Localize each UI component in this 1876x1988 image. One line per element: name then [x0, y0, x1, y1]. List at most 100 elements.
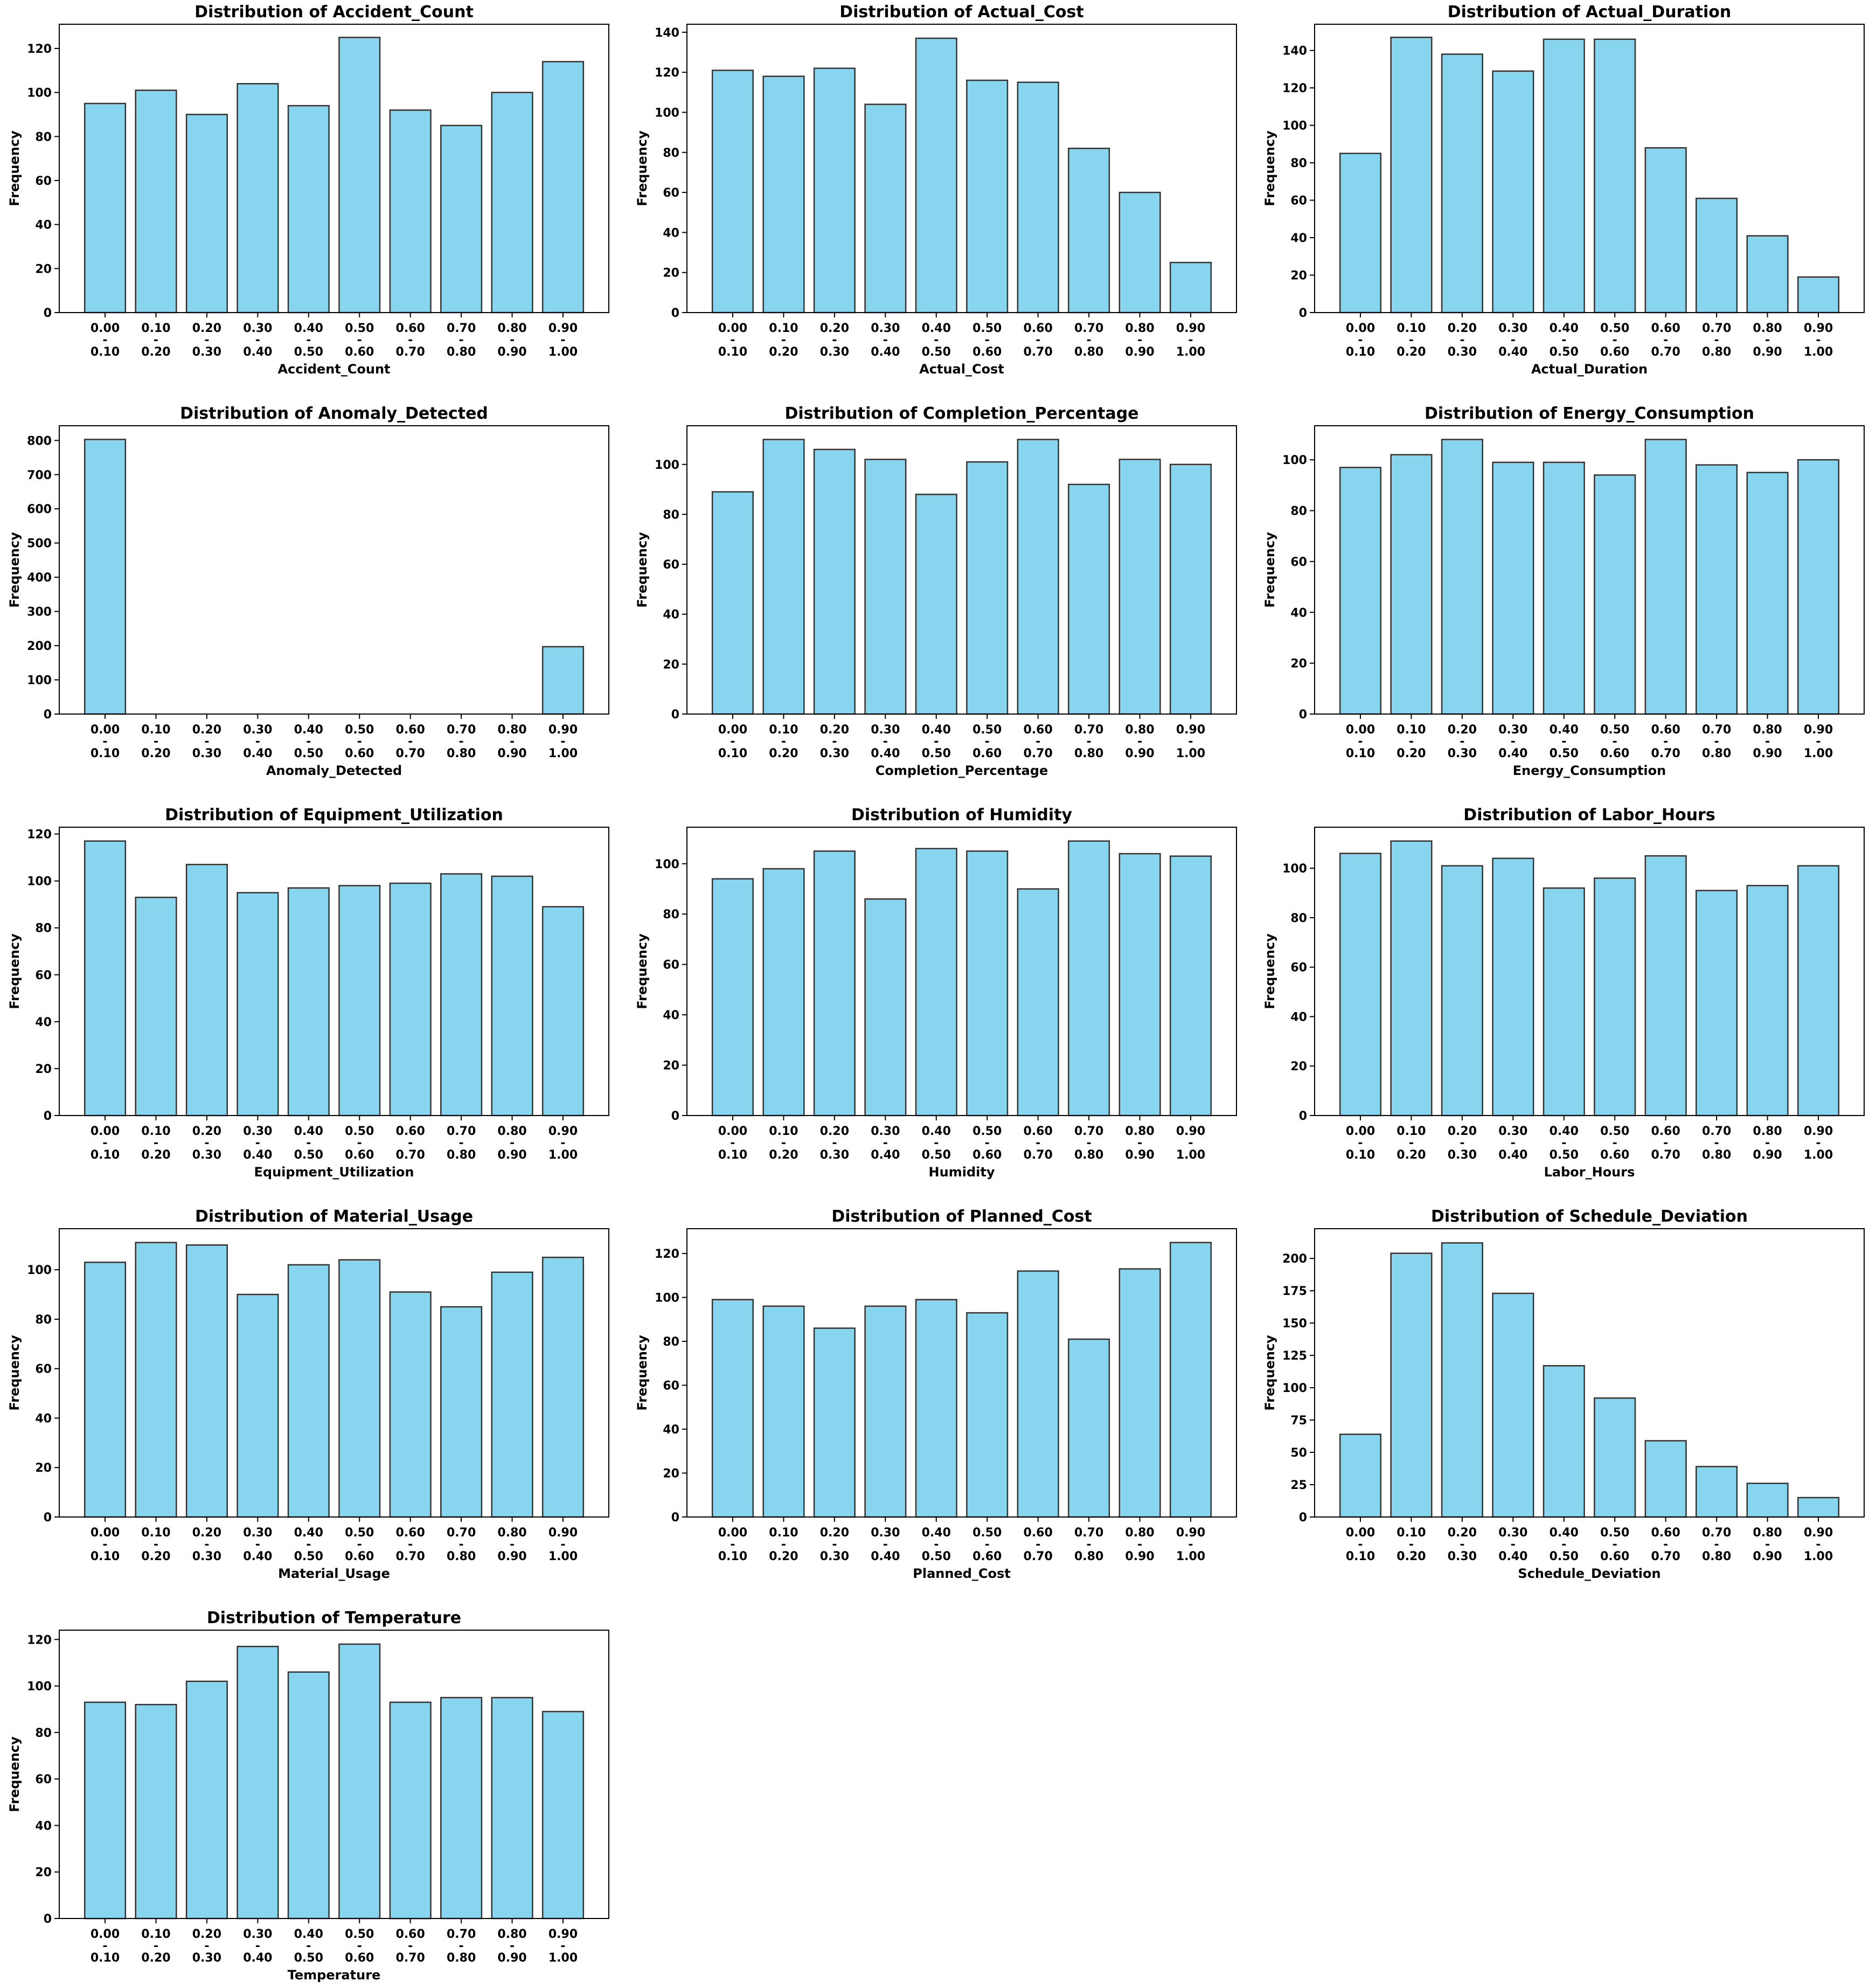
y-tick-label: 80: [35, 922, 52, 936]
x-axis-label: Material_Usage: [278, 1566, 390, 1581]
x-tick-label: 0.10 -0.20: [1396, 1125, 1426, 1162]
y-tick-label: 100: [27, 1264, 52, 1277]
bar-3: [185, 1244, 228, 1518]
bar-10: [541, 906, 585, 1117]
y-tick-label: 40: [663, 1423, 679, 1437]
y-tick-label: 0: [44, 1511, 52, 1525]
x-tick-label: 0.60 -0.70: [1651, 1125, 1680, 1162]
bar-1: [711, 878, 754, 1117]
histogram-panel-3: 0 20 40 60 80 100 120 140 0.00 -0.10 0.10 -0.20 0.20…: [1262, 3, 1865, 377]
x-tick-label: 0.50 -0.60: [972, 1125, 1002, 1162]
x-tick-label: 0.40 -0.50: [1550, 1526, 1579, 1563]
y-tick-label: 80: [35, 1313, 52, 1327]
y-tick-label: 20: [35, 1866, 52, 1880]
y-tick-label: 0: [1299, 307, 1307, 320]
chart-title: Distribution of Temperature: [207, 1609, 461, 1627]
bar-1: [84, 102, 127, 314]
x-tick-label: 0.30 -0.40: [243, 1928, 272, 1965]
y-tick-label: 700: [27, 469, 52, 482]
x-axis-label: Labor_Hours: [1544, 1165, 1635, 1180]
chart-title: Distribution of Labor_Hours: [1463, 806, 1715, 825]
plot-frame: [1314, 827, 1865, 1116]
plot-frame: [1314, 425, 1865, 715]
bar-4: [1492, 461, 1534, 715]
bar-4: [864, 898, 907, 1117]
x-tick-label: 0.00 -0.10: [1346, 723, 1375, 760]
y-tick-label: 20: [35, 1461, 52, 1475]
x-tick-label: 0.80 -0.90: [497, 322, 526, 359]
x-tick-label: 0.30 -0.40: [243, 1526, 272, 1563]
bar-9: [1118, 1268, 1161, 1518]
x-tick-label: 0.90 -1.00: [548, 1125, 578, 1162]
bar-2: [135, 896, 177, 1117]
x-axis-label: Energy_Consumption: [1513, 763, 1666, 778]
x-tick-label: 0.80 -0.90: [1753, 1526, 1782, 1563]
bar-1: [711, 1299, 754, 1518]
x-tick-label: 0.60 -0.70: [1024, 1125, 1053, 1162]
chart-title: Distribution of Completion_Percentage: [784, 404, 1138, 423]
x-tick-label: 0.50 -0.60: [1600, 1526, 1629, 1563]
bar-1: [1339, 853, 1382, 1117]
x-tick-label: 0.50 -0.60: [972, 322, 1002, 359]
bar-2: [762, 439, 805, 715]
bar-5: [915, 1299, 957, 1518]
y-tick-label: 20: [1290, 657, 1307, 671]
y-tick-label: 100: [655, 858, 679, 871]
bar-3: [1441, 439, 1483, 715]
chart-title: Distribution of Anomaly_Detected: [180, 404, 488, 423]
bar-10: [1797, 1497, 1840, 1518]
bar-9: [1746, 885, 1789, 1117]
y-tick-label: 0: [1299, 1110, 1307, 1123]
x-tick-label: 0.10 -0.20: [141, 1125, 170, 1162]
x-tick-label: 0.50 -0.60: [1600, 1125, 1629, 1162]
y-tick-label: 80: [1290, 912, 1307, 925]
x-tick-label: 0.20 -0.30: [192, 723, 221, 760]
bar-3: [813, 1327, 856, 1518]
y-tick-label: 120: [27, 1633, 52, 1647]
bar-7: [389, 882, 432, 1117]
y-tick-label: 80: [1290, 505, 1307, 518]
plot-frame: [686, 24, 1237, 313]
bar-9: [1118, 459, 1161, 715]
y-tick-label: 300: [27, 606, 52, 619]
x-tick-label: 0.50 -0.60: [345, 322, 374, 359]
x-axis-label: Actual_Duration: [1531, 362, 1648, 377]
y-tick-label: 0: [44, 708, 52, 722]
y-tick-label: 40: [35, 1016, 52, 1029]
x-axis-label: Actual_Cost: [919, 362, 1004, 377]
x-tick-label: 0.60 -0.70: [396, 1125, 425, 1162]
y-tick-label: 80: [35, 1727, 52, 1740]
bar-8: [1696, 197, 1738, 314]
bar-3: [813, 448, 856, 715]
histogram-panel-1: 0 20 40 60 80 100 120 0.00 -0.10 0.10 -0.20 0.20 -0.…: [7, 3, 609, 377]
bar-10: [541, 61, 585, 314]
bar-6: [966, 79, 1009, 314]
bar-3: [1441, 53, 1483, 314]
bar-10: [1797, 459, 1840, 715]
y-tick-label: 80: [1290, 157, 1307, 170]
x-tick-label: 0.20 -0.30: [1448, 1526, 1477, 1563]
x-tick-label: 0.10 -0.20: [769, 322, 798, 359]
y-tick-label: 100: [655, 459, 679, 472]
plot-frame: [1314, 1228, 1865, 1518]
y-axis-label: Frequency: [1262, 532, 1277, 608]
y-tick-label: 120: [1282, 82, 1307, 95]
x-tick-label: 0.70 -0.80: [447, 322, 476, 359]
x-tick-label: 0.80 -0.90: [1125, 1526, 1154, 1563]
y-tick-label: 40: [663, 1009, 679, 1022]
x-tick-label: 0.80 -0.90: [1753, 723, 1782, 760]
x-tick-label: 0.40 -0.50: [294, 723, 323, 760]
bar-5: [287, 1264, 330, 1518]
x-tick-label: 0.00 -0.10: [718, 1125, 747, 1162]
bar-4: [237, 83, 279, 314]
bar-9: [491, 1271, 533, 1518]
histogram-panel-7: 0 20 40 60 80 100 120 0.00 -0.10 0.10 -0.20 0.20 -0.…: [7, 806, 609, 1180]
bar-8: [1696, 464, 1738, 715]
y-axis-label: Frequency: [1262, 933, 1277, 1009]
bar-4: [864, 103, 907, 314]
x-tick-label: 0.70 -0.80: [447, 1526, 476, 1563]
y-tick-label: 40: [1290, 232, 1307, 245]
x-tick-label: 0.80 -0.90: [497, 1928, 526, 1965]
bar-1: [711, 491, 754, 715]
